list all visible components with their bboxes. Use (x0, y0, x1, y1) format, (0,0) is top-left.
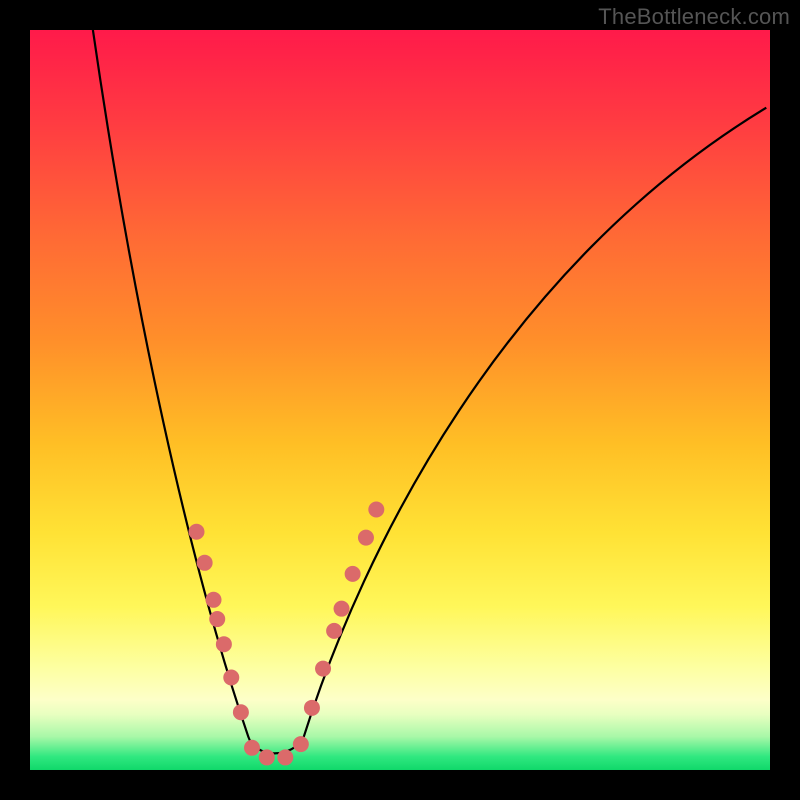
data-marker (197, 555, 213, 571)
data-marker (209, 611, 225, 627)
data-marker (304, 700, 320, 716)
data-marker (345, 566, 361, 582)
gradient-background (30, 30, 770, 770)
data-marker (277, 749, 293, 765)
data-marker (368, 502, 384, 518)
data-marker (326, 623, 342, 639)
chart-frame: TheBottleneck.com (0, 0, 800, 800)
data-marker (293, 736, 309, 752)
data-marker (244, 740, 260, 756)
data-marker (315, 661, 331, 677)
data-marker (233, 704, 249, 720)
data-marker (216, 636, 232, 652)
data-marker (206, 592, 222, 608)
data-marker (358, 530, 374, 546)
data-marker (223, 670, 239, 686)
plot-area (30, 30, 770, 770)
data-marker (259, 749, 275, 765)
watermark-label: TheBottleneck.com (598, 4, 790, 30)
data-marker (189, 524, 205, 540)
plot-svg (30, 30, 770, 770)
data-marker (334, 601, 350, 617)
